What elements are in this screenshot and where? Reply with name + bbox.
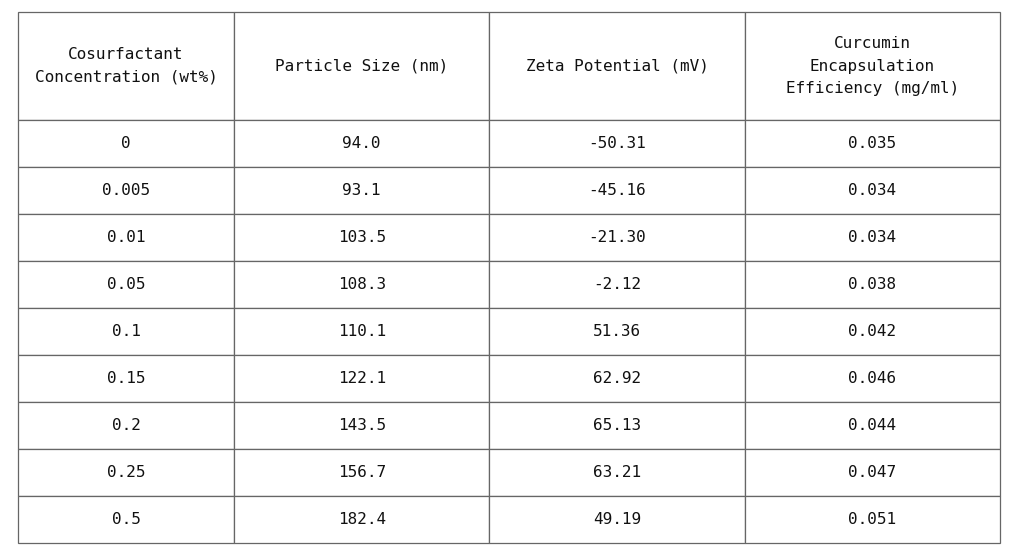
Bar [489,12,744,120]
Text: 0.05: 0.05 [107,277,145,292]
Bar [234,261,489,308]
Bar [234,120,489,167]
Bar [18,496,234,543]
Text: 103.5: 103.5 [338,230,385,245]
Text: 0.005: 0.005 [102,183,151,198]
Text: 182.4: 182.4 [338,512,385,527]
Bar [489,120,744,167]
Text: 51.36: 51.36 [593,324,641,339]
Bar [18,261,234,308]
Bar [18,12,234,120]
Bar [18,308,234,355]
Bar [18,355,234,402]
Text: Particle Size (nm): Particle Size (nm) [275,59,448,74]
Text: 122.1: 122.1 [338,371,385,386]
Bar [234,214,489,261]
Text: 0.035: 0.035 [848,136,896,151]
Text: 0.1: 0.1 [112,324,140,339]
Bar [489,261,744,308]
Text: 0.034: 0.034 [848,230,896,245]
Bar [744,355,1000,402]
Bar [744,120,1000,167]
Text: 0.25: 0.25 [107,465,145,480]
Bar [234,167,489,214]
Bar [489,496,744,543]
Bar [489,214,744,261]
Text: 0.042: 0.042 [848,324,896,339]
Bar [234,402,489,449]
Bar [18,402,234,449]
Text: 65.13: 65.13 [593,418,641,433]
Text: 156.7: 156.7 [338,465,385,480]
Bar [234,449,489,496]
Text: 93.1: 93.1 [343,183,381,198]
Text: Cosurfactant
Concentration (wt%): Cosurfactant Concentration (wt%) [35,47,218,85]
Bar [744,308,1000,355]
Bar [18,120,234,167]
Text: 0.5: 0.5 [112,512,140,527]
Text: 0.044: 0.044 [848,418,896,433]
Bar [234,355,489,402]
Text: Curcumin
Encapsulation
Efficiency (mg/ml): Curcumin Encapsulation Efficiency (mg/ml… [786,36,959,96]
Bar [744,12,1000,120]
Text: 0.15: 0.15 [107,371,145,386]
Bar [744,214,1000,261]
Bar [234,308,489,355]
Bar [234,496,489,543]
Text: 0.047: 0.047 [848,465,896,480]
Text: 0.038: 0.038 [848,277,896,292]
Text: 0.034: 0.034 [848,183,896,198]
Bar [18,167,234,214]
Text: 143.5: 143.5 [338,418,385,433]
Bar [489,402,744,449]
Bar [744,449,1000,496]
Text: 0.046: 0.046 [848,371,896,386]
Text: 94.0: 94.0 [343,136,381,151]
Bar [234,12,489,120]
Bar [18,449,234,496]
Text: -2.12: -2.12 [593,277,641,292]
Text: 0.051: 0.051 [848,512,896,527]
Text: 0: 0 [121,136,131,151]
Text: 0.01: 0.01 [107,230,145,245]
Text: 0.2: 0.2 [112,418,140,433]
Bar [489,167,744,214]
Text: Zeta Potential (mV): Zeta Potential (mV) [526,59,709,74]
Text: -21.30: -21.30 [588,230,646,245]
Bar [489,355,744,402]
Bar [489,308,744,355]
Text: -50.31: -50.31 [588,136,646,151]
Bar [744,261,1000,308]
Bar [744,402,1000,449]
Bar [744,496,1000,543]
Text: -45.16: -45.16 [588,183,646,198]
Bar [18,214,234,261]
Text: 108.3: 108.3 [338,277,385,292]
Bar [744,167,1000,214]
Text: 62.92: 62.92 [593,371,641,386]
Text: 63.21: 63.21 [593,465,641,480]
Text: 110.1: 110.1 [338,324,385,339]
Text: 49.19: 49.19 [593,512,641,527]
Bar [489,449,744,496]
